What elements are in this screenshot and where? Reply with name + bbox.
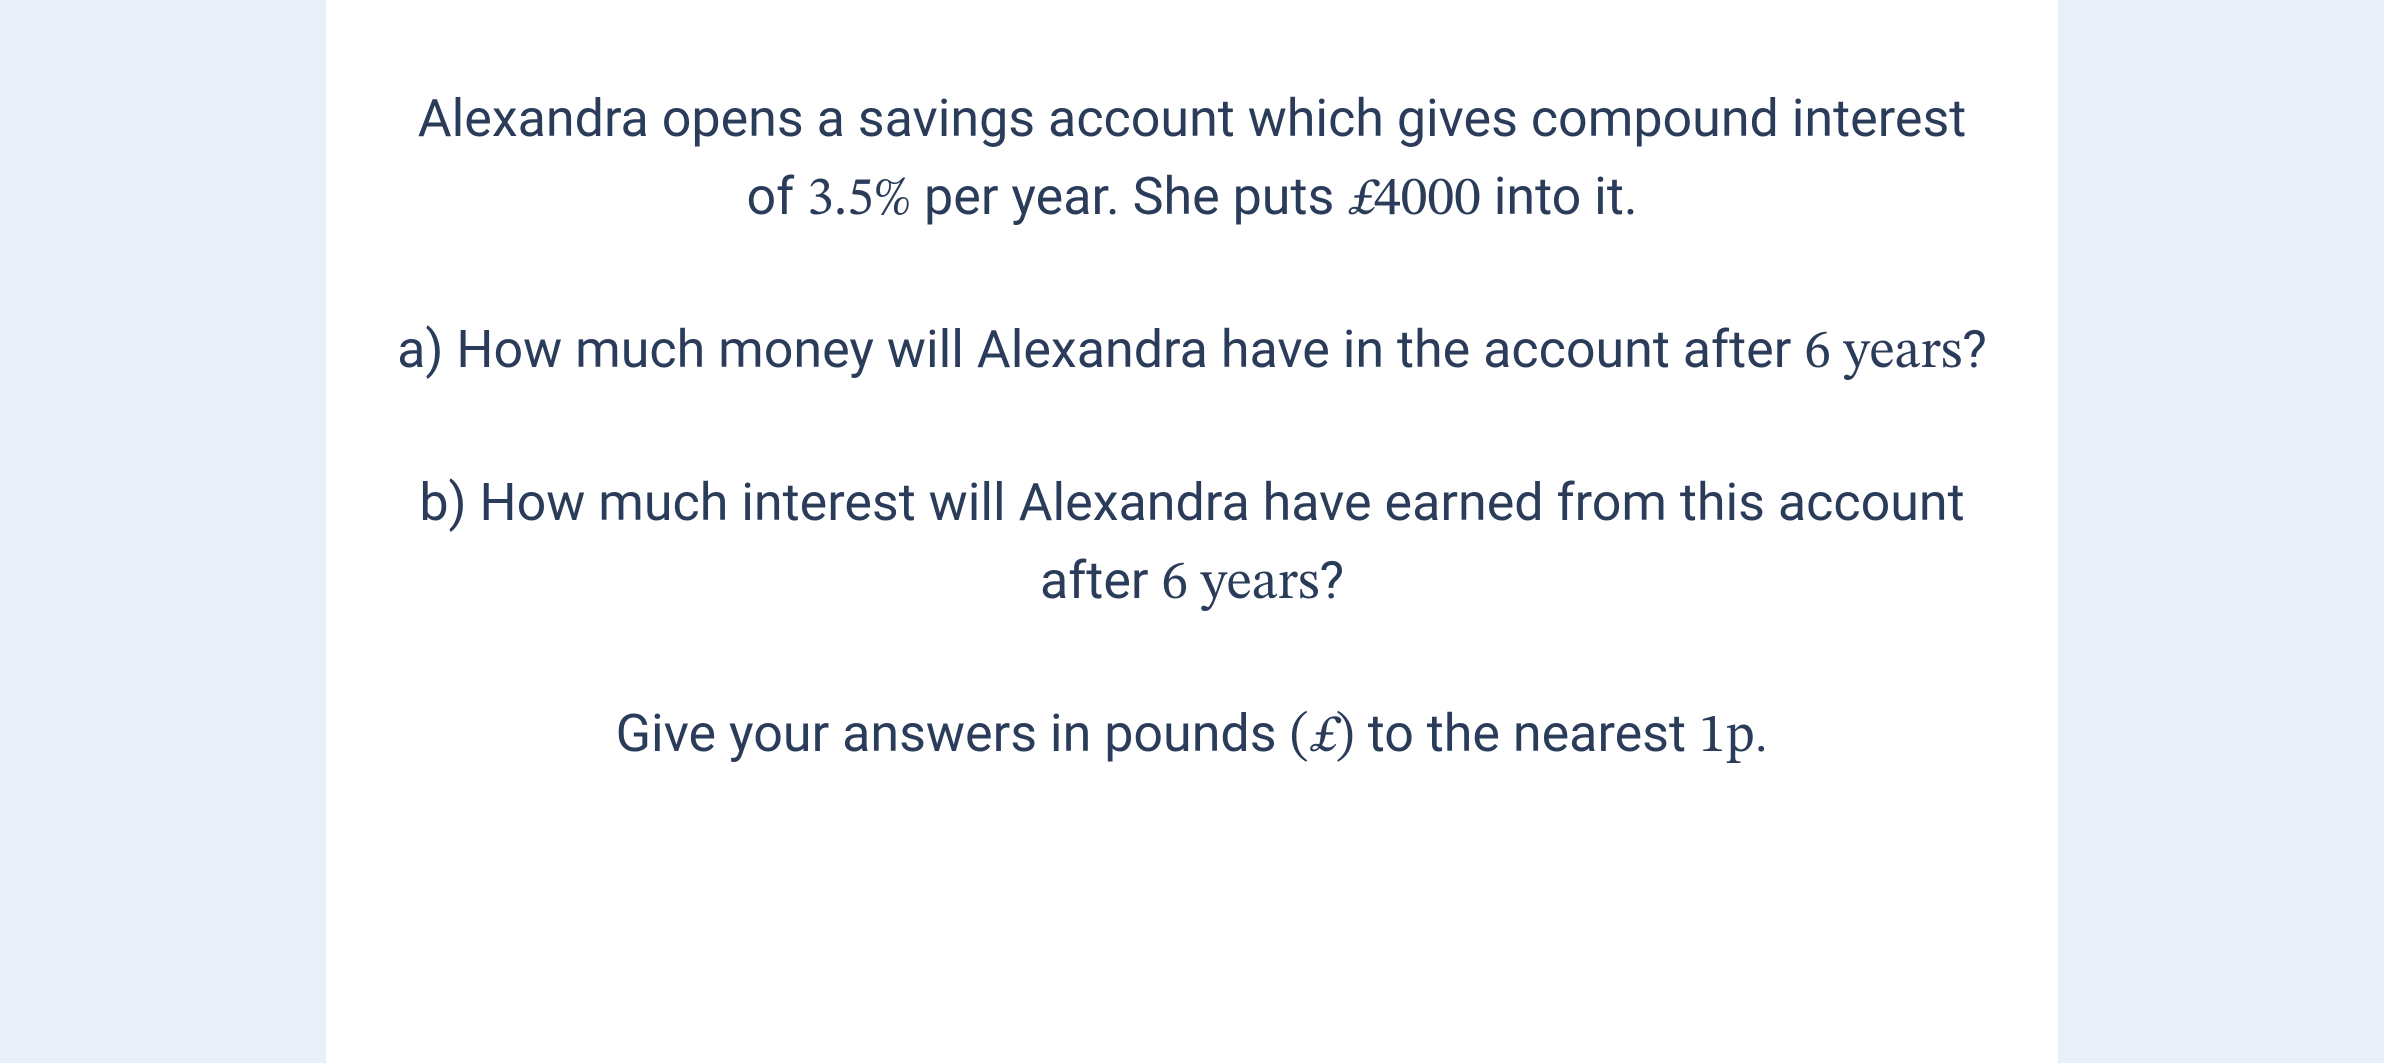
instruction-currency: £ (1309, 710, 1336, 764)
instruction-text-1: Give your answers in pounds (616, 703, 1290, 764)
precision-value: 1p (1699, 710, 1755, 764)
paren-close: ) (1336, 710, 1355, 764)
question-a-duration: 6 years (1804, 326, 1962, 380)
instruction-text-3: . (1755, 703, 1769, 764)
principal-amount: 4000 (1374, 173, 1481, 227)
instruction-paragraph: Give your answers in pounds (£) to the n… (396, 695, 1988, 778)
intro-text-2: per year. She puts (911, 166, 1347, 227)
intro-paragraph: Alexandra opens a savings account which … (396, 80, 1988, 241)
paren-open: ( (1290, 710, 1309, 764)
currency-symbol: £ (1347, 173, 1374, 227)
question-b-paragraph: b) How much interest will Alexandra have… (396, 464, 1988, 625)
intro-text-3: into it. (1481, 166, 1638, 227)
question-a-text-2: ? (1962, 319, 1987, 380)
question-a-text-1: a) How much money will Alexandra have in… (397, 319, 1804, 380)
instruction-text-2: to the nearest (1355, 703, 1699, 764)
question-b-text-2: ? (1319, 550, 1344, 611)
interest-rate: 3.5% (807, 173, 911, 227)
question-card: Alexandra opens a savings account which … (326, 0, 2058, 1063)
question-b-duration: 6 years (1161, 557, 1319, 611)
question-a-paragraph: a) How much money will Alexandra have in… (396, 311, 1988, 394)
